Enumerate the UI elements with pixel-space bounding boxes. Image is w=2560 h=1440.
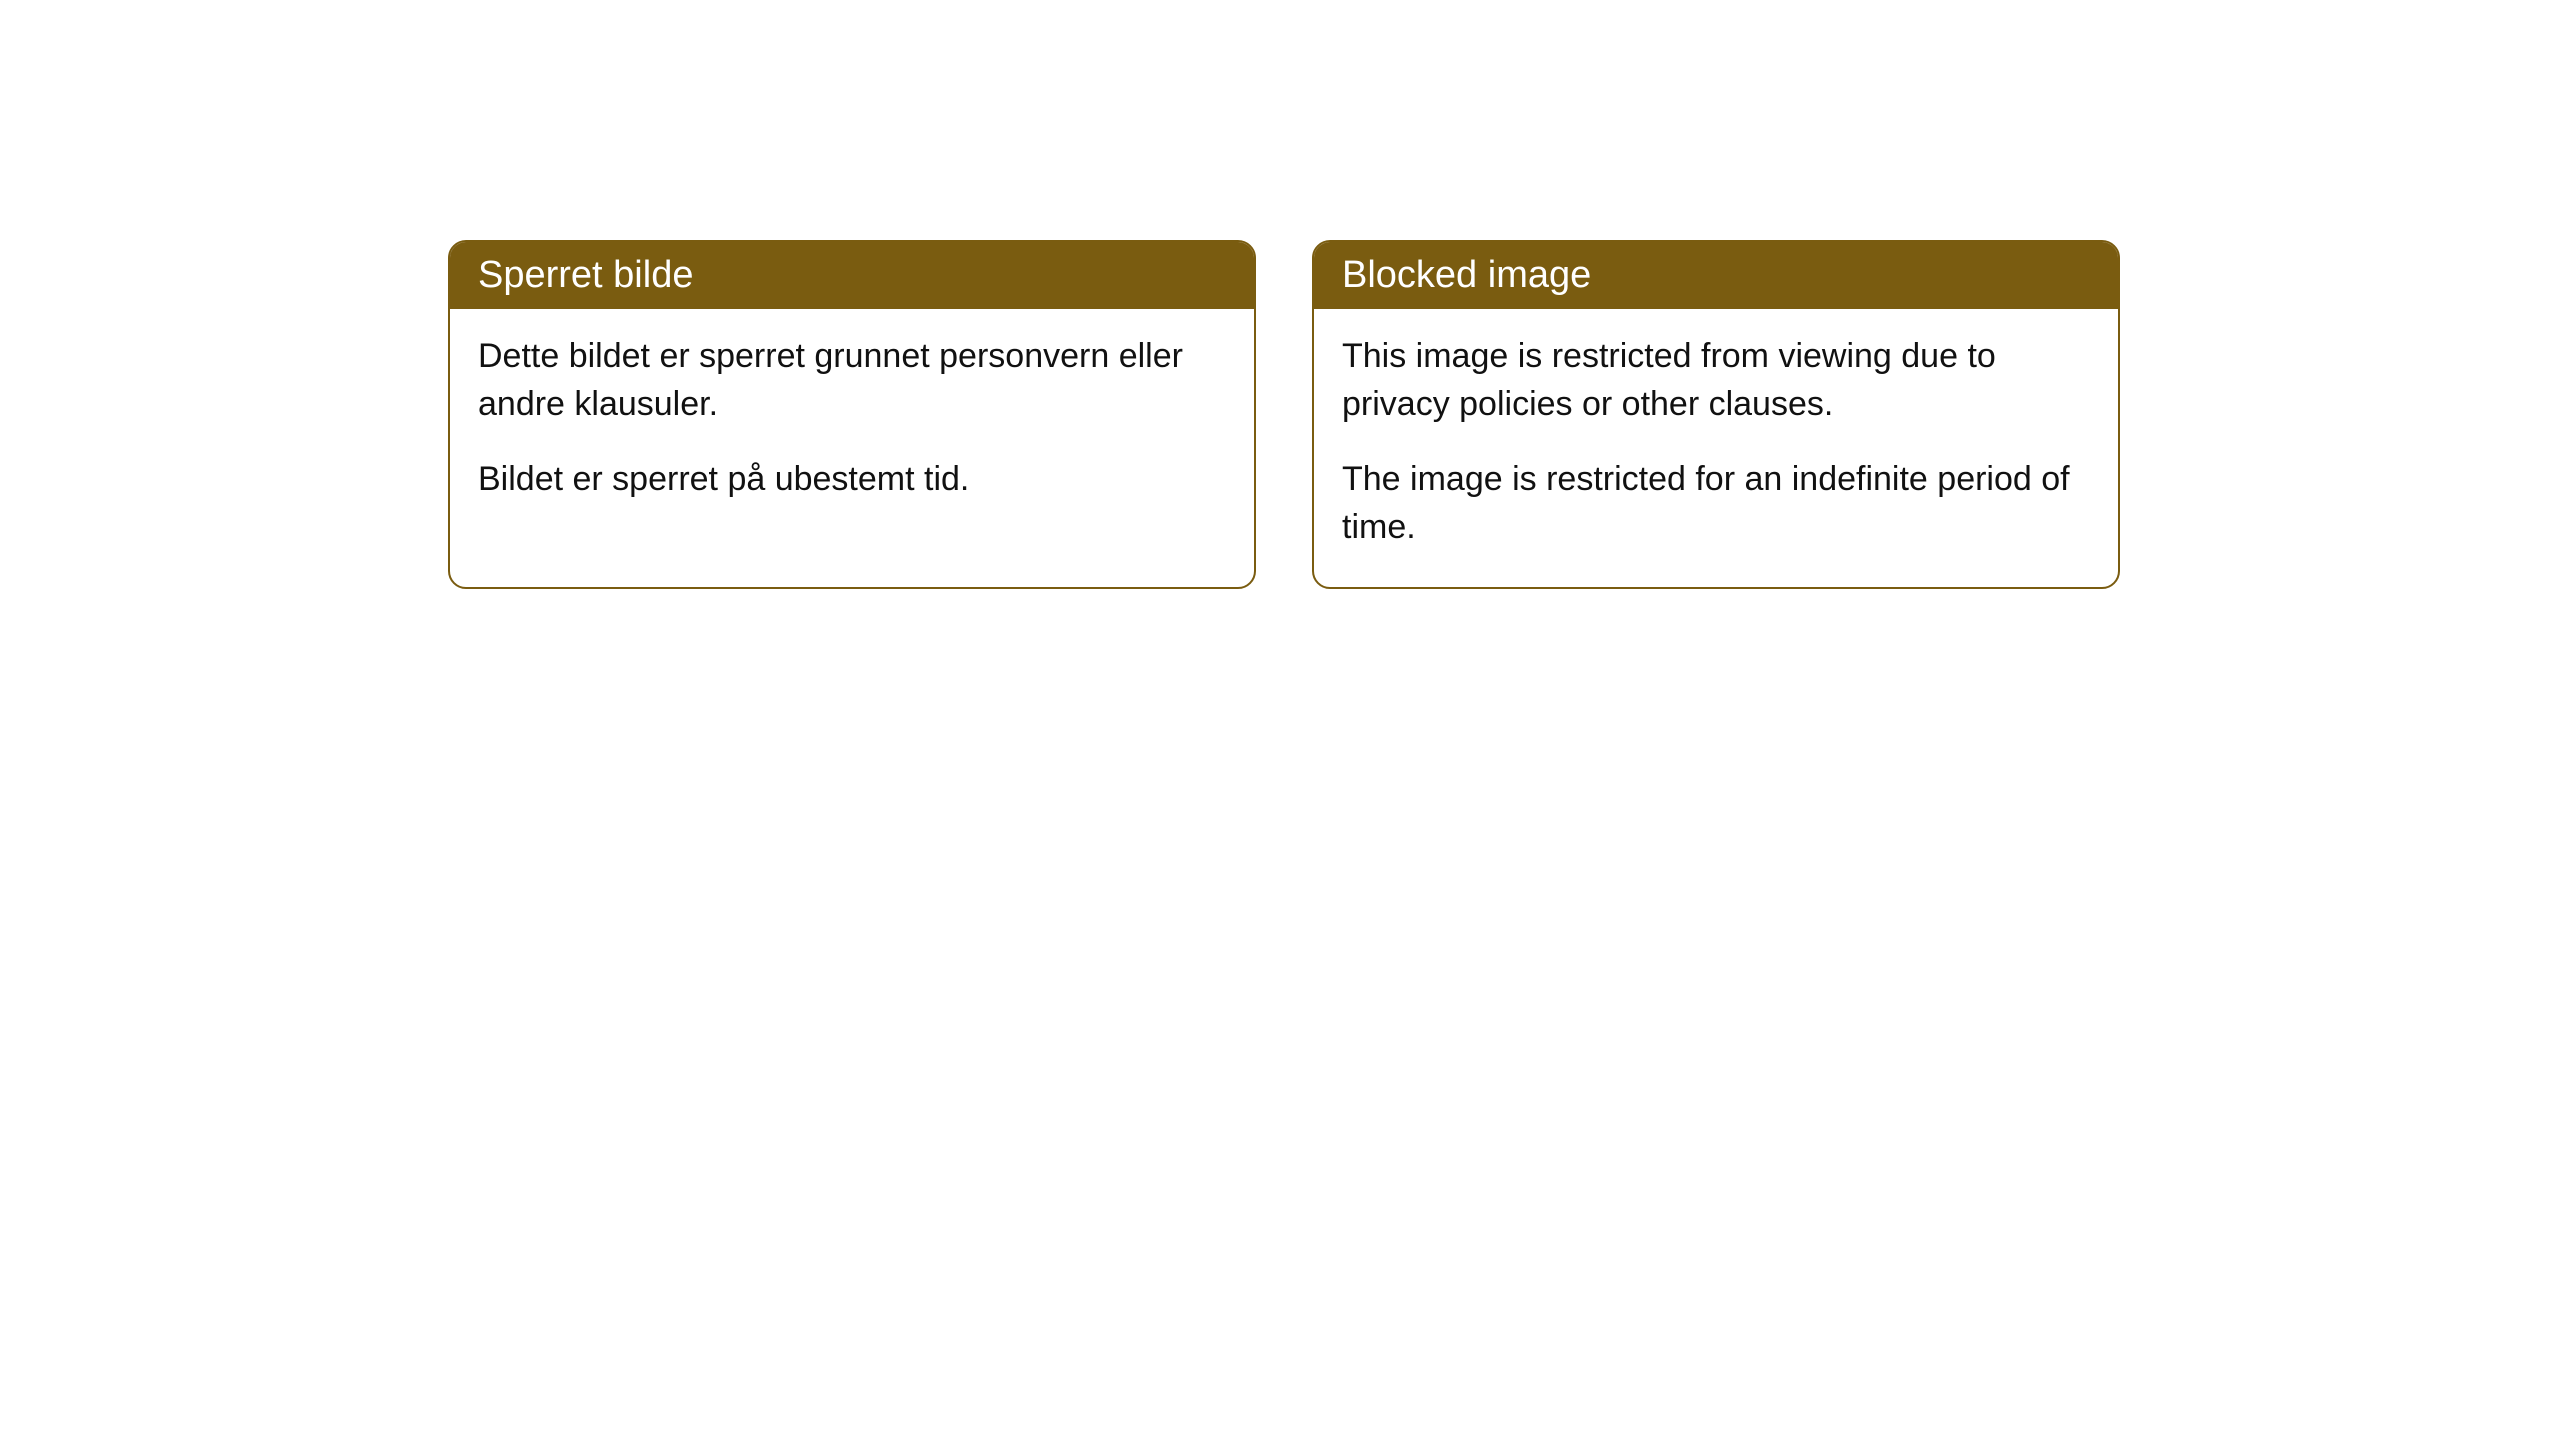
card-header-no: Sperret bilde — [450, 242, 1254, 309]
blocked-image-card-en: Blocked image This image is restricted f… — [1312, 240, 2120, 589]
card-title-en: Blocked image — [1342, 254, 1591, 296]
card-text-no-2: Bildet er sperret på ubestemt tid. — [478, 456, 1226, 504]
blocked-image-card-no: Sperret bilde Dette bildet er sperret gr… — [448, 240, 1256, 589]
notice-container: Sperret bilde Dette bildet er sperret gr… — [0, 0, 2560, 589]
card-body-no: Dette bildet er sperret grunnet personve… — [450, 309, 1254, 540]
card-text-en-2: The image is restricted for an indefinit… — [1342, 456, 2090, 551]
card-body-en: This image is restricted from viewing du… — [1314, 309, 2118, 587]
card-text-en-1: This image is restricted from viewing du… — [1342, 333, 2090, 428]
card-header-en: Blocked image — [1314, 242, 2118, 309]
card-text-no-1: Dette bildet er sperret grunnet personve… — [478, 333, 1226, 428]
card-title-no: Sperret bilde — [478, 254, 693, 296]
